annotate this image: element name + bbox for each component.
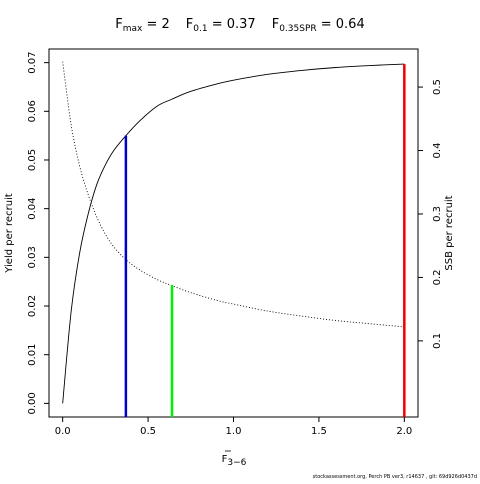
y-tick-label: 0.04 (27, 198, 38, 220)
y-tick-label: 0.03 (27, 246, 38, 268)
y2-tick-label: 0.3 (432, 206, 443, 222)
y-tick-label: 0.07 (27, 51, 38, 73)
yield-per-recruit-curve (62, 63, 405, 404)
y-tick-label: 0.02 (27, 295, 38, 317)
y2-tick-label: 0.4 (432, 143, 443, 159)
f01-label: F (186, 17, 193, 32)
x-axis-label-sub: 3−6 (227, 458, 246, 468)
f01-value: = 0.37 (208, 17, 256, 32)
y2-tick-label: 0.1 (432, 333, 443, 349)
y-tick-label: 0.00 (27, 392, 38, 414)
x-tick-label: 0.0 (55, 426, 71, 437)
fmax-value: = 2 (142, 17, 169, 32)
y-tick-label: 0.05 (27, 149, 38, 171)
fspr-sub: 0.35SPR (279, 24, 316, 34)
axes-layer: 0.0 0.5 1.0 1.5 2.0 0.00 0.01 0.02 0.03 0.04 0.05 0… (27, 51, 443, 437)
ssb-per-recruit-curve (62, 61, 405, 328)
vline-layer (124, 64, 406, 417)
x-tick-label: 1.0 (226, 426, 242, 437)
footer-text: stockassessment.org, Perch PB ver3, r146… (313, 474, 477, 480)
x-axis-label: F3−6 (222, 454, 247, 468)
y-tick-label: 0.06 (27, 100, 38, 122)
y2-tick-label: 0.5 (432, 79, 443, 95)
x-tick-label: 1.5 (311, 426, 327, 437)
fspr-label: F (272, 17, 279, 32)
x-tick-label: 0.5 (140, 426, 156, 437)
x-tick-label: 2.0 (396, 426, 412, 437)
fspr-value: = 0.64 (317, 17, 365, 32)
f01-sub: 0.1 (193, 24, 207, 34)
y-axis-label: Yield per recruit (4, 193, 15, 274)
chart-title: Fmax = 2 F0.1 = 0.37 F0.35SPR = 0.64 (115, 17, 364, 34)
fmax-label: F (115, 17, 122, 32)
x-axis-label-main: F (222, 454, 228, 465)
y2-axis-label: SSB per recruit (444, 195, 455, 270)
y-tick-label: 0.01 (27, 344, 38, 366)
y2-tick-label: 0.2 (432, 269, 443, 285)
series-layer (62, 61, 405, 404)
fmax-sub: max (123, 24, 143, 34)
